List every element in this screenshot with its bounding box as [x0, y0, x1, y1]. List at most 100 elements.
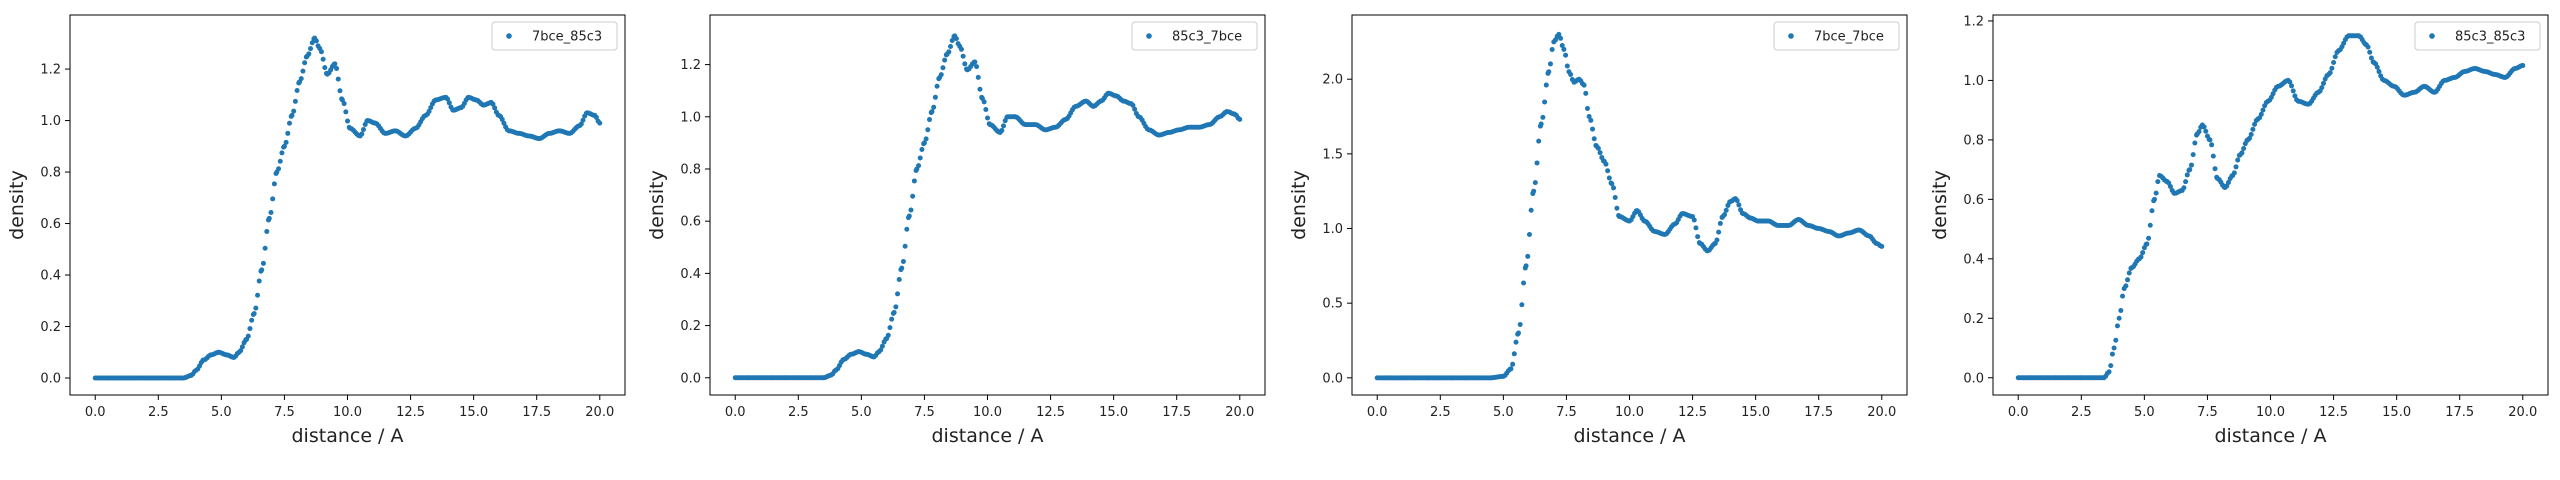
data-point: [2181, 185, 2187, 191]
data-point: [2290, 88, 2296, 94]
data-point: [2109, 351, 2115, 357]
chart-panel-2: 0.0 2.5 5.0 7.5 10.0 12.5 15.0 17.5 20.00.00.20.…: [646, 14, 1266, 447]
data-point: [896, 276, 902, 282]
data-point: [2183, 179, 2189, 185]
data-point: [2212, 166, 2218, 172]
data-point: [2319, 85, 2325, 91]
data-point: [2246, 135, 2252, 141]
data-point: [902, 243, 908, 249]
data-point: [1556, 31, 1562, 37]
data-point: [2210, 153, 2216, 159]
x-tick-label: 0.0: [1367, 405, 1388, 420]
y-axis-label: density: [1288, 170, 1310, 240]
data-point: [281, 143, 287, 149]
data-point: [308, 46, 314, 52]
data-point: [895, 291, 901, 297]
data-point: [2153, 190, 2159, 196]
data-point: [981, 99, 987, 105]
x-tick-label: 20.0: [585, 405, 614, 420]
x-tick-label: 7.5: [274, 405, 295, 420]
legend-label: 7bce_7bce: [1814, 30, 1884, 45]
data-point: [322, 65, 328, 71]
data-point: [259, 267, 265, 273]
x-tick-label: 17.5: [522, 405, 551, 420]
data-point: [1722, 212, 1728, 218]
data-point: [1536, 138, 1542, 144]
data-point: [1516, 330, 1521, 336]
data-point: [1611, 185, 1617, 191]
x-tick-label: 17.5: [1162, 405, 1191, 420]
y-tick-label: 0.0: [680, 371, 701, 386]
x-tick-label: 12.5: [396, 405, 425, 420]
data-point: [1605, 168, 1611, 174]
data-point: [1736, 202, 1742, 208]
data-point: [238, 348, 244, 354]
y-tick-label: 1.0: [1963, 74, 1984, 89]
data-point: [271, 181, 277, 187]
data-point: [1519, 302, 1525, 308]
data-point: [2149, 208, 2155, 214]
data-point: [580, 117, 586, 123]
data-point: [2235, 157, 2241, 163]
data-point: [285, 130, 291, 136]
data-point: [287, 120, 292, 126]
data-point: [1595, 145, 1601, 151]
data-point: [906, 213, 912, 219]
data-point: [985, 115, 991, 121]
data-point: [2292, 93, 2298, 99]
data-point: [2167, 184, 2173, 190]
legend: 7bce_85c3: [491, 21, 618, 51]
y-tick-label: 0.8: [1963, 133, 1984, 148]
data-point: [2188, 162, 2194, 168]
y-tick-label: 1.0: [680, 110, 701, 125]
x-axis-label: distance / A: [932, 425, 1044, 447]
data-point: [262, 245, 268, 251]
data-point: [256, 278, 262, 284]
data-point: [1546, 69, 1552, 75]
data-point: [1543, 82, 1549, 88]
data-point: [2144, 241, 2150, 247]
data-point: [1716, 229, 1722, 235]
data-point: [1603, 161, 1609, 167]
y-tick-label: 0.2: [40, 320, 61, 335]
data-point: [318, 49, 324, 55]
data-point: [337, 88, 343, 94]
plot-frame: [709, 14, 1266, 396]
data-point: [2116, 315, 2122, 321]
data-point: [2106, 369, 2112, 375]
data-point: [2187, 167, 2193, 173]
y-tick-label: 0.0: [1322, 371, 1343, 386]
data-point: [2520, 63, 2526, 69]
data-series: [732, 33, 1243, 381]
data-point: [893, 304, 899, 310]
data-point: [1528, 207, 1534, 213]
data-point: [1734, 198, 1740, 204]
data-point: [919, 147, 925, 153]
data-point: [962, 61, 968, 67]
data-point: [2239, 150, 2245, 156]
data-point: [335, 76, 341, 82]
data-point: [428, 105, 434, 111]
data-point: [245, 333, 251, 339]
data-point: [2140, 250, 2146, 256]
y-tick-label: 1.2: [40, 63, 61, 78]
y-tick-label: 0.2: [1963, 312, 1984, 327]
data-point: [2123, 283, 2129, 289]
data-point: [2250, 126, 2256, 132]
data-point: [334, 66, 340, 72]
data-point: [891, 310, 897, 316]
data-point: [320, 56, 326, 62]
legend-marker: [1146, 33, 1152, 39]
data-point: [1561, 46, 1567, 52]
data-point: [1606, 175, 1612, 181]
data-point: [2233, 164, 2239, 170]
data-point: [921, 140, 927, 146]
data-point: [2201, 124, 2207, 130]
data-point: [1586, 114, 1592, 120]
data-point: [1693, 225, 1699, 231]
data-point: [1559, 43, 1565, 49]
data-point: [2118, 308, 2124, 314]
data-point: [597, 120, 603, 126]
chart-panel-4: 0.0 2.5 5.0 7.5 10.0 12.5 15.0 17.5 20.00.00.20.…: [1929, 14, 2549, 447]
